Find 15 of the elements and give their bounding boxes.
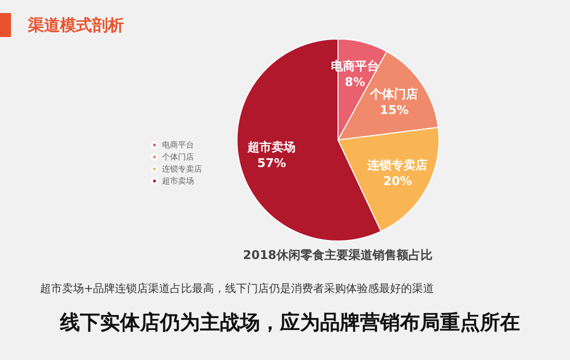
- legend-label: 连锁专卖店: [162, 164, 202, 174]
- slice-label: 个体门店: [369, 86, 418, 101]
- legend-label: 电商平台: [162, 140, 194, 150]
- data-label: 20%: [383, 174, 412, 188]
- slice-label: 连锁专卖店: [366, 158, 428, 172]
- legend-label: 超市卖场: [162, 176, 194, 186]
- legend-label: 个体门店: [162, 152, 194, 162]
- text: 渠道模式剖析: [27, 16, 124, 34]
- data-label: 15%: [380, 102, 409, 117]
- text: 线下实体店仍为主战场，应为品牌营销布局重点所在: [59, 310, 520, 334]
- data-label: 8%: [344, 75, 366, 90]
- slice-label: 超市卖场: [246, 140, 296, 154]
- text: 超市卖场+品牌连锁店渠道占比最高，线下门店仍是消费者采购体验感最好的渠道: [40, 282, 434, 295]
- data-label: 57%: [257, 156, 286, 170]
- text: 2018休闲零食主要渠道销售额占比: [243, 248, 432, 262]
